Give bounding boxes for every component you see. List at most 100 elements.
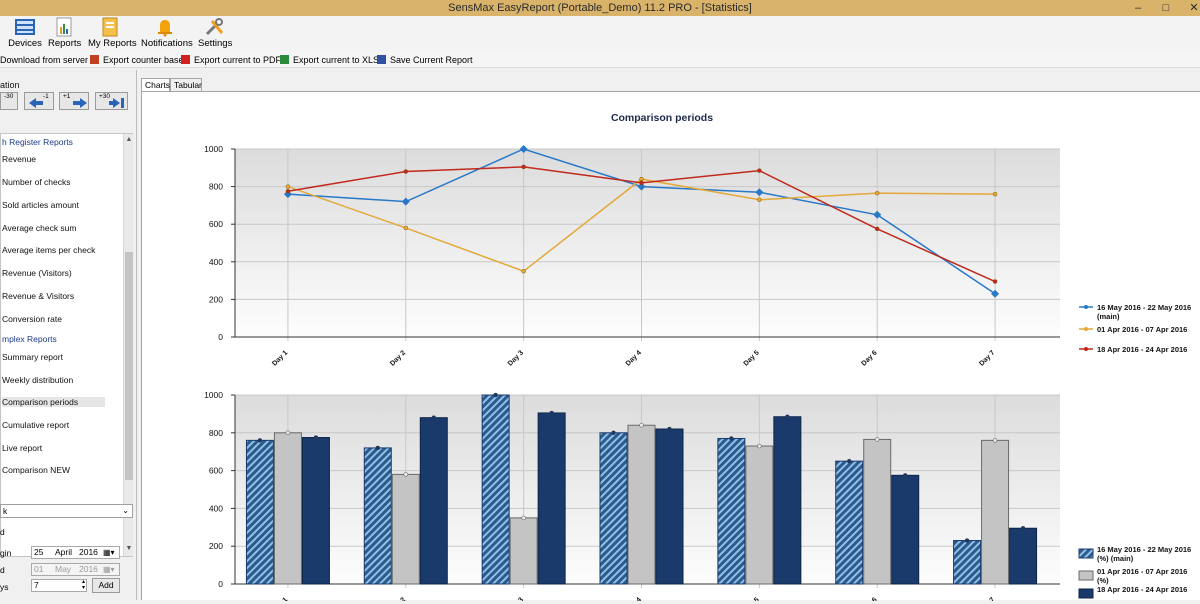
bar-marker-1 bbox=[847, 458, 852, 464]
arrow-right-icon bbox=[73, 98, 87, 108]
bar-marker-2 bbox=[757, 443, 762, 449]
calendar-icon-disabled: ▦▾ bbox=[103, 565, 115, 574]
report-list-scrollbar[interactable]: ▲ ▼ bbox=[123, 134, 133, 556]
line-legend-marker bbox=[1084, 327, 1088, 331]
bar-1 bbox=[363, 447, 392, 585]
ribbon-settings-label: Settings bbox=[198, 38, 233, 49]
bar-tick-label-y: 400 bbox=[209, 503, 223, 513]
left-panel: ation -30 -1 +1 +30 h Register Reports R… bbox=[0, 70, 137, 600]
export-pdf-button[interactable]: Export current to PDF bbox=[181, 53, 281, 67]
navigation-label: ation bbox=[0, 80, 20, 90]
ribbon-reports-button[interactable]: Reports bbox=[48, 17, 81, 51]
bar-marker-2 bbox=[521, 515, 526, 521]
bar-legend-swatch bbox=[1078, 588, 1094, 599]
bar-tick-label-x: Day 6 bbox=[860, 596, 878, 601]
scrollbar-thumb[interactable] bbox=[125, 252, 133, 480]
report-item-live[interactable]: Live report bbox=[2, 443, 43, 453]
nav-forward-1-button[interactable]: +1 bbox=[59, 92, 89, 110]
line-tick-label-x: Day 7 bbox=[978, 349, 996, 367]
ribbon-notifications-button[interactable]: Notifications bbox=[141, 17, 193, 51]
save-report-button[interactable]: Save Current Report bbox=[377, 53, 473, 67]
days-stepper[interactable]: 7 ▴ ▾ bbox=[31, 579, 87, 592]
bar-tick-label-x: Day 4 bbox=[625, 596, 643, 601]
nav-forward-30-button[interactable]: +30 bbox=[95, 92, 128, 110]
bar-legend-label: 01 Apr 2016 - 07 Apr 2016 (%) bbox=[1097, 567, 1187, 585]
line-point-main bbox=[991, 289, 1000, 298]
begin-month: April bbox=[55, 547, 73, 557]
line-point-3 bbox=[992, 279, 998, 284]
bar-marker-3 bbox=[549, 410, 554, 416]
end-date-picker[interactable]: 01 May 2016 ▦▾ bbox=[31, 563, 120, 576]
xls-icon bbox=[280, 55, 289, 64]
bar-tick-label-x: Day 2 bbox=[389, 596, 407, 601]
report-item-revenue-and-visitors[interactable]: Revenue & Visitors bbox=[2, 291, 75, 301]
bar-3 bbox=[773, 416, 802, 585]
bar-3 bbox=[419, 417, 448, 585]
report-item-average-check-sum[interactable]: Average check sum bbox=[2, 223, 77, 233]
minimize-button[interactable]: – bbox=[1134, 2, 1142, 14]
nav-back-30-button[interactable]: -30 bbox=[0, 92, 18, 110]
ribbon-my-reports-button[interactable]: My Reports bbox=[88, 17, 137, 51]
scroll-up-icon[interactable]: ▲ bbox=[125, 136, 133, 143]
maximize-button[interactable]: □ bbox=[1162, 2, 1170, 14]
report-item-comparison-new[interactable]: Comparison NEW bbox=[2, 465, 71, 475]
tab-charts[interactable]: Charts bbox=[141, 78, 170, 92]
scroll-down-icon[interactable]: ▼ bbox=[125, 545, 133, 552]
stepper-arrows-icon[interactable]: ▴ ▾ bbox=[81, 579, 85, 591]
bar-tick-label-y: 200 bbox=[209, 541, 223, 551]
bar-tick-label-y: 600 bbox=[209, 466, 223, 476]
report-item-summary[interactable]: Summary report bbox=[2, 352, 63, 362]
begin-date-picker[interactable]: 25 April 2016 ▦▾ bbox=[31, 546, 120, 559]
charts-svg: Comparison periods 0 200 400 600 800 1000 Day … bbox=[204, 112, 1191, 604]
bar-marker-1 bbox=[375, 445, 380, 451]
line-tick-label-y: 600 bbox=[209, 219, 223, 229]
close-button[interactable]: ✕ bbox=[1189, 2, 1199, 14]
bar-2 bbox=[981, 439, 1010, 585]
report-item-average-items[interactable]: Average items per check bbox=[2, 245, 96, 255]
bar-marker-1 bbox=[257, 438, 263, 443]
export-counter-base-button[interactable]: Export counter base bbox=[90, 53, 184, 67]
bar-2 bbox=[273, 432, 302, 585]
line-point-2 bbox=[875, 190, 880, 196]
line-tick-label-y: 200 bbox=[209, 294, 223, 304]
report-item-sold-articles[interactable]: Sold articles amount bbox=[2, 200, 80, 210]
devices-icon bbox=[15, 19, 35, 35]
tab-tabular[interactable]: Tabular bbox=[170, 78, 202, 91]
report-item-number-of-checks[interactable]: Number of checks bbox=[2, 177, 71, 187]
export-pdf-label: Export current to PDF bbox=[194, 55, 282, 65]
period-type-select[interactable]: k ⌄ bbox=[0, 504, 133, 518]
bar-2 bbox=[509, 517, 538, 585]
action-toolbar: Download from server Export counter base… bbox=[0, 52, 1200, 68]
line-point-3 bbox=[875, 226, 880, 232]
report-item-revenue-visitors[interactable]: Revenue (Visitors) bbox=[2, 268, 72, 278]
ribbon-settings-button[interactable]: Settings bbox=[198, 17, 232, 51]
nav-back-1-button[interactable]: -1 bbox=[24, 92, 54, 110]
report-item-weekly-distribution[interactable]: Weekly distribution bbox=[2, 375, 74, 385]
export-xls-button[interactable]: Export current to XLS bbox=[280, 53, 379, 67]
line-point-main bbox=[755, 188, 764, 197]
line-point-2 bbox=[992, 191, 998, 197]
line-tick-label-x: Day 4 bbox=[625, 349, 643, 367]
period-type-value: k bbox=[3, 506, 8, 516]
bar-2 bbox=[863, 438, 892, 585]
line-point-2 bbox=[285, 184, 291, 189]
days-value: 7 bbox=[34, 580, 39, 590]
ribbon-devices-button[interactable]: Devices bbox=[8, 17, 42, 51]
report-item-cumulative[interactable]: Cumulative report bbox=[2, 420, 70, 430]
report-item-comparison-periods[interactable]: Comparison periods bbox=[2, 397, 105, 407]
save-report-label: Save Current Report bbox=[390, 55, 473, 65]
calendar-icon: ▦▾ bbox=[103, 548, 115, 557]
report-item-conversion-rate[interactable]: Conversion rate bbox=[2, 314, 63, 324]
bar-marker-2 bbox=[403, 472, 408, 477]
download-from-server-button[interactable]: Download from server bbox=[0, 53, 88, 67]
add-button[interactable]: Add bbox=[92, 578, 120, 593]
bar-3 bbox=[301, 437, 330, 585]
line-legend-label: 18 Apr 2016 - 24 Apr 2016 bbox=[1097, 345, 1187, 354]
line-tick-label-x: Day 2 bbox=[389, 349, 407, 367]
ribbon: Devices Reports My Reports Notifications… bbox=[0, 16, 1200, 52]
bar-tick-label-y: 800 bbox=[209, 428, 223, 438]
bar-marker-1 bbox=[964, 538, 970, 543]
report-item-revenue[interactable]: Revenue bbox=[2, 154, 37, 164]
bar-tick-label-x: Day 1 bbox=[271, 596, 289, 601]
bar-tick-label-x: Day 3 bbox=[507, 596, 525, 601]
